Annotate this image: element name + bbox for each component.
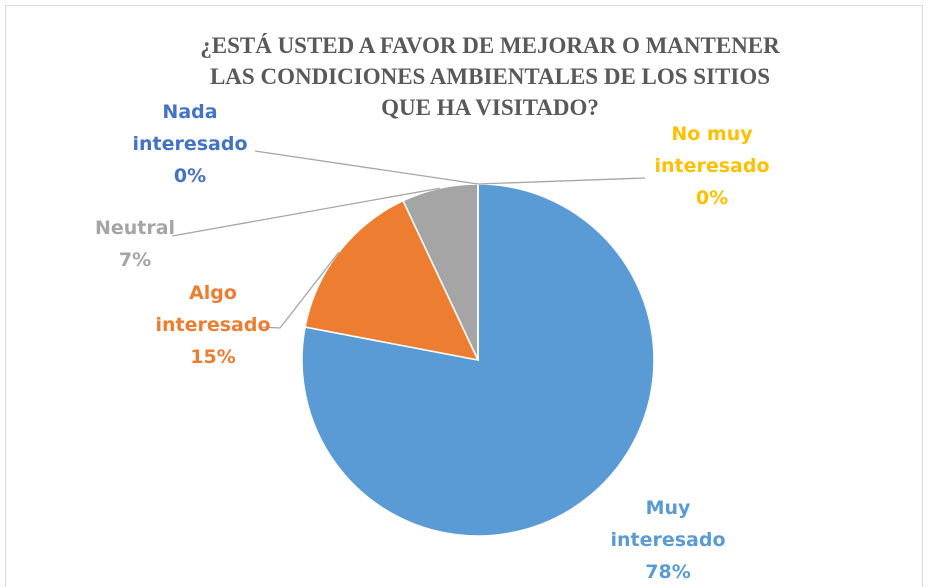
data-label: Nada interesado 0% (120, 96, 260, 192)
pie-slice (301, 183, 655, 537)
category-label: Muy interesado (610, 497, 726, 551)
leader-line (477, 177, 646, 185)
pie-slice (304, 199, 480, 362)
value-label: 78% (645, 561, 691, 583)
leader-line (254, 150, 479, 185)
chart-frame (5, 5, 923, 587)
leader-line (171, 187, 440, 237)
chart-title: ¿ESTÁ USTED A FAVOR DE MEJORAR O MANTENE… (200, 33, 780, 120)
value-label: 15% (190, 346, 236, 368)
value-label: 0% (173, 165, 207, 187)
data-label: Algo interesado 15% (143, 277, 283, 373)
category-label: No muy interesado (654, 123, 770, 177)
data-label: No muy interesado 0% (642, 118, 782, 214)
category-label: Algo interesado (155, 282, 271, 336)
value-label: 7% (118, 249, 152, 271)
category-label: Nada interesado (132, 101, 248, 155)
data-label: Muy interesado 78% (598, 492, 738, 587)
value-label: 0% (695, 187, 729, 209)
data-label: Neutral 7% (65, 212, 205, 276)
leader-line (261, 251, 340, 329)
category-label: Neutral (94, 217, 176, 239)
